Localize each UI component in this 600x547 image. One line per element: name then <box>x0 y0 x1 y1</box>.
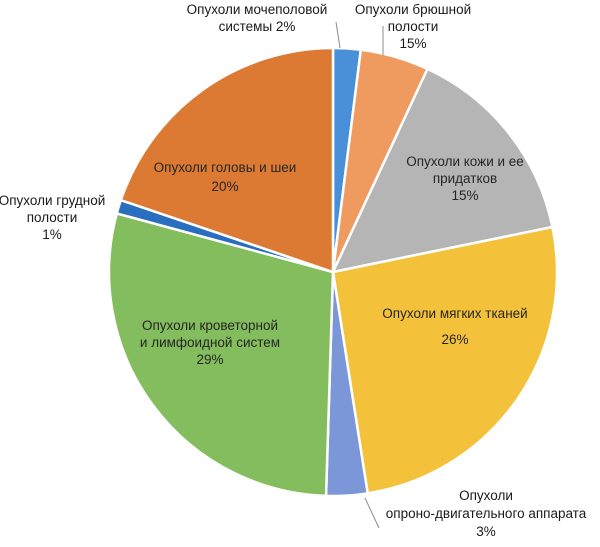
pie-slice <box>107 211 335 498</box>
slice-label: Опухоли кроветорной и лимфоидной систем 29… <box>140 318 280 367</box>
slice-label: Опухоли мочеполовой системы 2% <box>187 2 328 34</box>
slice-label-line: Опухоли мочеполовой <box>187 2 328 17</box>
slice-label-line: и лимфоидной систем <box>140 335 280 350</box>
slice-label-line: системы 2% <box>219 19 296 34</box>
slice-label-line: 15% <box>399 36 426 51</box>
slice-label: Опухоли брюшной полости 15% <box>355 2 471 51</box>
slice-label: Опухоли мягких тканей 26% <box>382 306 527 347</box>
slice-label-line: Опухоли кожи и ее <box>406 154 524 169</box>
leader-line <box>335 21 341 49</box>
slice-label-line: 26% <box>441 332 468 347</box>
slice-label: Опухоли кожи и ее придатков 15% <box>406 154 524 203</box>
slice-label-line: Опухоли грудной <box>0 193 105 208</box>
pie-slice <box>331 225 559 495</box>
slice-label-line: Опухоли головы и шеи <box>154 160 297 175</box>
slice-label-line: 1% <box>42 227 62 242</box>
slice-label-line: Опухоли мягких тканей <box>382 306 527 321</box>
slice-label-line: полости <box>27 210 78 225</box>
slice-label: Опухоли грудной полости 1% <box>0 193 105 242</box>
pie-slice <box>119 46 335 274</box>
slice-label: Опухоли опроно-двигательного аппарата 3% <box>386 488 587 539</box>
leader-line <box>364 497 380 529</box>
slice-label-line: Опухоли кроветорной <box>142 318 278 333</box>
pie-labels: Опухоли мочеполовой системы 2% Опухоли брю… <box>0 2 587 539</box>
slice-label-line: придатков <box>433 171 497 186</box>
pie-slice <box>330 67 554 274</box>
slice-label: Опухоли головы и шеи 20% <box>154 160 297 194</box>
slice-label-line: 20% <box>211 179 238 194</box>
slice-label-line: 3% <box>476 524 496 539</box>
slice-label-line: опроно-двигательного аппарата <box>386 506 587 521</box>
slice-label-line: полости <box>388 19 439 34</box>
slice-label-line: Опухоли брюшной <box>355 2 471 17</box>
slice-label-line: 29% <box>196 352 223 367</box>
slice-label-line: Опухоли <box>459 488 513 503</box>
slice-label-line: 15% <box>451 188 478 203</box>
pie-slices <box>107 46 559 498</box>
